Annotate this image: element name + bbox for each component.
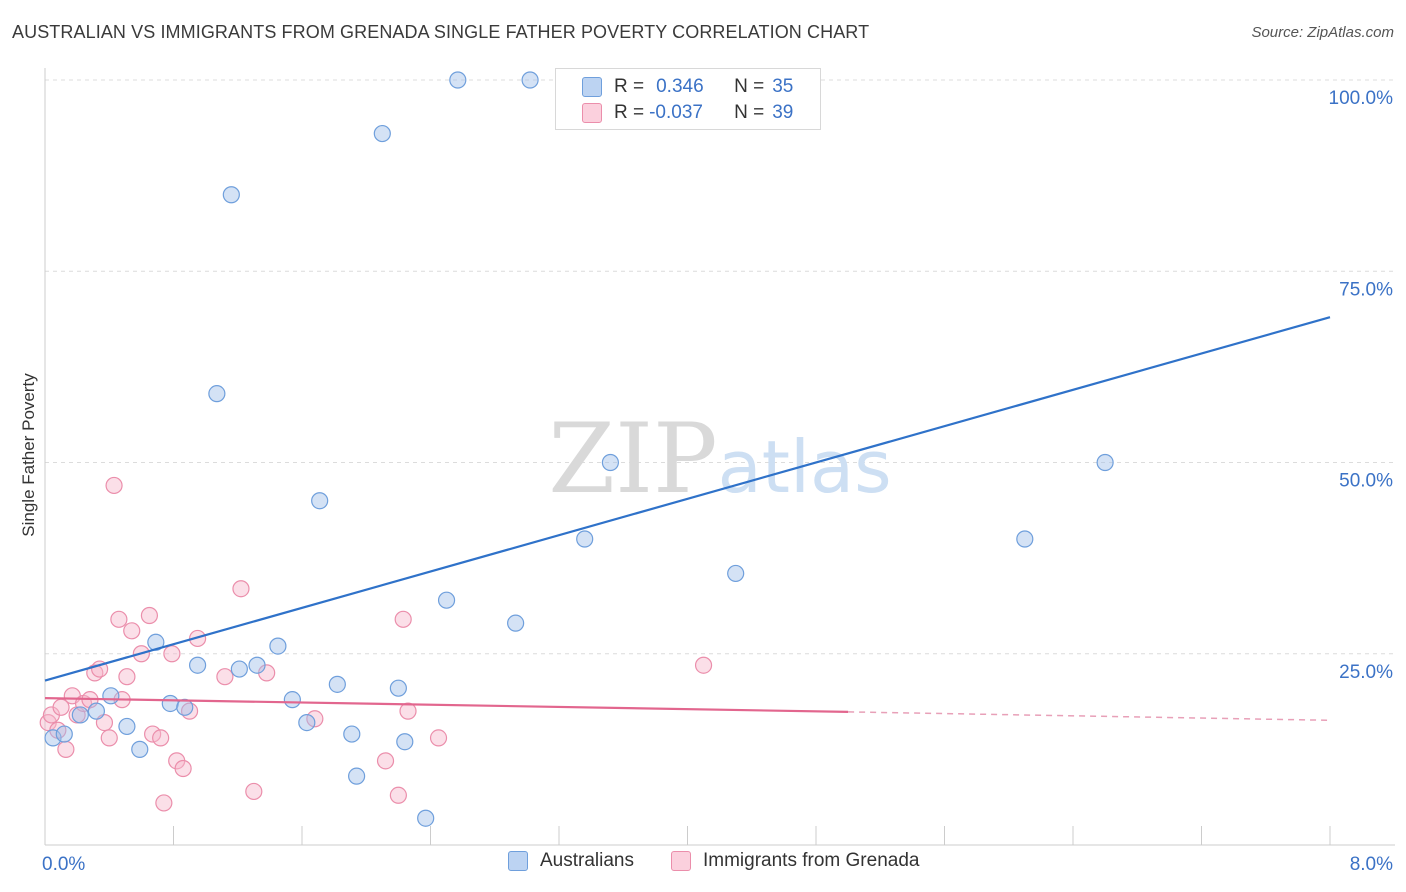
australian-points [44, 71, 1114, 827]
australians-point-14 [248, 656, 266, 674]
grenada-point-20 [144, 725, 162, 743]
trend-lines [44, 316, 1331, 722]
australians-point-17 [298, 713, 316, 732]
x-tick-label-0: 0.0% [42, 854, 85, 875]
grenada-point-21 [152, 729, 170, 747]
australians-swatch [582, 77, 602, 97]
grenada-point-22 [155, 794, 173, 812]
grenada-point-4 [57, 740, 75, 758]
grenada-point-28 [216, 668, 234, 686]
australians-point-0 [44, 729, 62, 747]
grenada-point-30 [245, 782, 263, 801]
y-tick-label-1: 50.0% [1339, 471, 1393, 492]
watermark-zip: ZIP [548, 403, 717, 515]
australians-point-21 [348, 767, 366, 785]
correlation-legend: R = 0.346 N = 35 R = -0.037 N = 39 [555, 68, 821, 130]
series-legend: Australians Immigrants from Grenada [0, 850, 1406, 878]
grenada-trend-extension [848, 711, 1331, 722]
grenada-point-13 [105, 476, 123, 495]
legend-item-australians: Australians [508, 850, 634, 872]
australians-point-10 [188, 656, 207, 674]
grenada-r-value: -0.037 [649, 102, 703, 123]
australians-point-16 [283, 691, 301, 709]
australians-r-value: 0.346 [656, 76, 704, 97]
legend-row-grenada: R = -0.037 N = 39 [582, 101, 793, 125]
australians-point-28 [507, 614, 525, 632]
grenada-point-25 [174, 759, 192, 778]
australians-point-11 [208, 385, 226, 403]
australians-point-26 [437, 591, 456, 609]
grid-lines [45, 79, 1395, 655]
grenada-trend-line [44, 697, 849, 713]
grenada-n-value: 39 [772, 102, 794, 123]
australians-legend-label: Australians [540, 850, 634, 871]
legend-n-label: N = [734, 76, 765, 97]
x-tick-label-1: 8.0% [1350, 854, 1393, 875]
australians-n-value: 35 [772, 76, 794, 97]
australians-point-24 [396, 733, 414, 751]
grenada-point-14 [110, 610, 128, 628]
grenada-point-32 [306, 710, 324, 728]
chart-title: AUSTRALIAN VS IMMIGRANTS FROM GRENADA SI… [12, 22, 870, 42]
australians-point-13 [230, 660, 248, 678]
tick-labels: 25.0% 50.0% 75.0% 100.0% 0.0% 8.0% [42, 88, 1393, 875]
australians-point-29 [521, 71, 539, 89]
y-tick-label-3: 100.0% [1329, 88, 1394, 109]
legend-item-grenada: Immigrants from Grenada [671, 850, 919, 872]
australians-point-23 [389, 679, 407, 697]
y-tick-label-2: 75.0% [1339, 279, 1393, 300]
legend-row-australians: R = 0.346 N = 35 [582, 75, 793, 99]
chart-source: Source: ZipAtlas.com [1251, 24, 1394, 41]
watermark-atlas: atlas [718, 425, 892, 509]
grenada-point-35 [394, 610, 412, 628]
grenada-point-33 [376, 752, 395, 770]
grenada-swatch [582, 103, 602, 123]
australians-legend-swatch [508, 851, 528, 871]
australians-point-4 [102, 687, 120, 705]
grenada-point-12 [100, 729, 118, 747]
australians-point-20 [343, 725, 361, 743]
australians-point-15 [269, 637, 287, 655]
australians-point-9 [176, 698, 194, 716]
grenada-legend-swatch [671, 851, 691, 871]
australians-point-25 [417, 809, 435, 827]
australians-point-19 [328, 675, 346, 693]
grenada-point-38 [694, 656, 713, 674]
australians-point-12 [222, 186, 240, 204]
australians-point-18 [311, 492, 329, 510]
grenada-point-17 [123, 622, 141, 640]
grenada-point-16 [118, 668, 136, 686]
y-tick-label-0: 25.0% [1339, 662, 1393, 683]
australians-point-8 [161, 694, 179, 713]
australians-point-33 [1016, 530, 1034, 548]
grenada-point-19 [140, 606, 159, 625]
y-axis-label: Single Father Poverty [19, 373, 38, 537]
grenada-legend-label: Immigrants from Grenada [703, 850, 920, 871]
australians-point-5 [118, 717, 136, 736]
australians-point-1 [55, 725, 73, 743]
grenada-points [39, 476, 713, 812]
australians-point-30 [576, 530, 594, 548]
australians-point-31 [601, 453, 620, 472]
australians-point-34 [1096, 453, 1114, 472]
australians-point-27 [449, 71, 467, 89]
australians-point-32 [727, 564, 745, 583]
grenada-point-29 [232, 580, 250, 598]
watermark: ZIPatlas [548, 403, 891, 515]
legend-r-label: R = [614, 76, 645, 97]
grenada-point-36 [399, 702, 417, 720]
australians-point-3 [87, 702, 106, 720]
legend-r-label: R = [614, 102, 645, 123]
australians-point-2 [71, 706, 89, 724]
grenada-point-23 [163, 645, 181, 663]
grenada-point-37 [429, 729, 448, 747]
legend-n-label: N = [734, 102, 765, 123]
australians-point-6 [131, 740, 149, 758]
grenada-point-34 [389, 786, 407, 804]
australians-trend-line [44, 316, 1331, 682]
australians-point-22 [373, 124, 391, 143]
